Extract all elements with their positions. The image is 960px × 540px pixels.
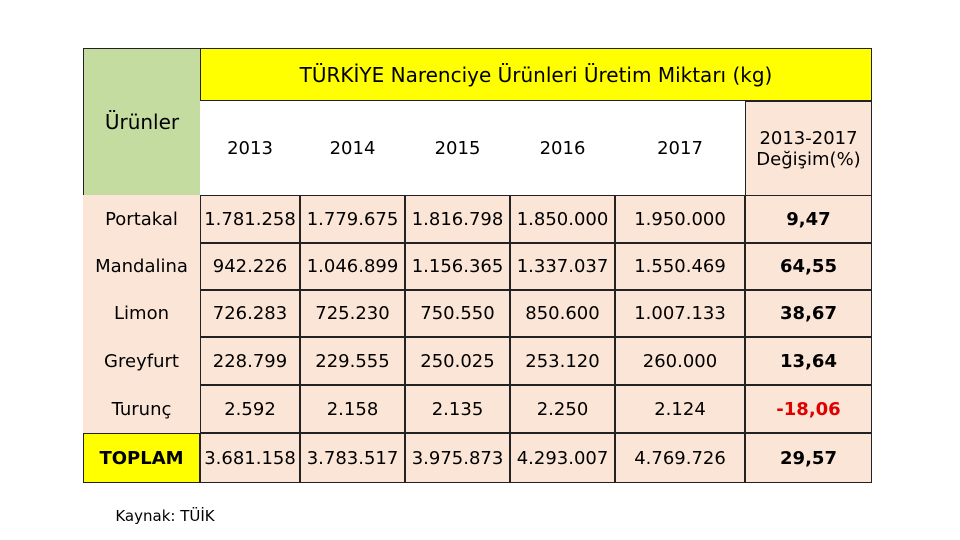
row-header: Ürünler	[83, 48, 201, 196]
cell: 9,47	[745, 195, 872, 243]
cell: 2.124	[615, 385, 745, 433]
cell: 1.816.798	[405, 195, 510, 243]
row-label: TOPLAM	[83, 433, 200, 483]
row-label: Greyfurt	[83, 337, 200, 385]
cell: 4.293.007	[510, 433, 615, 483]
row-label: Turunç	[83, 385, 200, 433]
cell: 750.550	[405, 290, 510, 337]
cell: 1.779.675	[300, 195, 405, 243]
cell: 1.337.037	[510, 243, 615, 290]
cell: 13,64	[745, 337, 872, 385]
cell: 3.975.873	[405, 433, 510, 483]
column-header: 2013	[200, 101, 300, 196]
column-header: 2013-2017 Değişim(%)	[745, 101, 872, 196]
cell: 1.046.899	[300, 243, 405, 290]
row-label: Mandalina	[83, 243, 200, 290]
cell: 228.799	[200, 337, 300, 385]
cell: 2.158	[300, 385, 405, 433]
column-header: 2014	[300, 101, 405, 196]
cell: 2.592	[200, 385, 300, 433]
cell: 38,67	[745, 290, 872, 337]
cell: 3.681.158	[200, 433, 300, 483]
cell: 3.783.517	[300, 433, 405, 483]
cell: 229.555	[300, 337, 405, 385]
cell: 1.007.133	[615, 290, 745, 337]
cell: 725.230	[300, 290, 405, 337]
column-header: 2017	[615, 101, 745, 196]
cell: 29,57	[745, 433, 872, 483]
source: Kaynak: TÜİK	[115, 507, 215, 525]
table-title: TÜRKİYE Narenciye Ürünleri Üretim Miktar…	[200, 48, 872, 101]
cell: 1.550.469	[615, 243, 745, 290]
column-header: 2016	[510, 101, 615, 196]
cell: 1.850.000	[510, 195, 615, 243]
cell: 942.226	[200, 243, 300, 290]
cell: 253.120	[510, 337, 615, 385]
column-header: 2015	[405, 101, 510, 196]
cell: 1.156.365	[405, 243, 510, 290]
cell: 64,55	[745, 243, 872, 290]
cell: 4.769.726	[615, 433, 745, 483]
row-label: Limon	[83, 290, 200, 337]
cell: 2.250	[510, 385, 615, 433]
cell: 1.950.000	[615, 195, 745, 243]
row-label: Portakal	[83, 195, 200, 243]
cell: 850.600	[510, 290, 615, 337]
cell: -18,06	[745, 385, 872, 433]
cell: 2.135	[405, 385, 510, 433]
cell: 260.000	[615, 337, 745, 385]
cell: 250.025	[405, 337, 510, 385]
cell: 1.781.258	[200, 195, 300, 243]
cell: 726.283	[200, 290, 300, 337]
